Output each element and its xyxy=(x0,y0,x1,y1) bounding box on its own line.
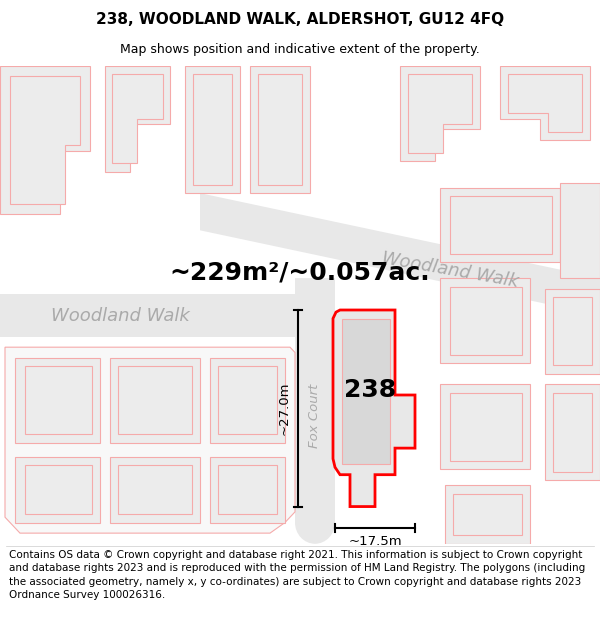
Polygon shape xyxy=(450,287,522,354)
Polygon shape xyxy=(342,319,390,464)
Polygon shape xyxy=(15,457,100,522)
Polygon shape xyxy=(105,66,170,172)
Polygon shape xyxy=(545,289,600,374)
Polygon shape xyxy=(250,66,310,193)
Polygon shape xyxy=(553,298,592,365)
Text: Woodland Walk: Woodland Walk xyxy=(50,308,190,326)
Polygon shape xyxy=(453,494,522,535)
Polygon shape xyxy=(25,465,92,514)
Polygon shape xyxy=(25,366,92,434)
Polygon shape xyxy=(118,366,192,434)
Polygon shape xyxy=(400,66,480,161)
Polygon shape xyxy=(408,74,472,152)
Polygon shape xyxy=(295,278,335,544)
Text: ~229m²/~0.057ac.: ~229m²/~0.057ac. xyxy=(170,261,430,285)
Circle shape xyxy=(295,501,335,544)
Polygon shape xyxy=(218,366,277,434)
Polygon shape xyxy=(218,465,277,514)
Polygon shape xyxy=(110,457,200,522)
Polygon shape xyxy=(10,76,80,204)
Polygon shape xyxy=(440,278,530,363)
Text: ~17.5m: ~17.5m xyxy=(348,535,402,548)
Polygon shape xyxy=(210,357,285,442)
Polygon shape xyxy=(560,182,600,278)
Polygon shape xyxy=(440,188,560,262)
Polygon shape xyxy=(0,294,320,336)
Polygon shape xyxy=(193,74,232,184)
Polygon shape xyxy=(15,357,100,442)
Polygon shape xyxy=(110,357,200,442)
Polygon shape xyxy=(545,384,600,480)
Text: ~27.0m: ~27.0m xyxy=(277,381,290,435)
Polygon shape xyxy=(5,348,295,533)
Text: 238, WOODLAND WALK, ALDERSHOT, GU12 4FQ: 238, WOODLAND WALK, ALDERSHOT, GU12 4FQ xyxy=(96,12,504,27)
Polygon shape xyxy=(112,74,163,163)
Polygon shape xyxy=(333,310,415,506)
Polygon shape xyxy=(500,66,590,140)
Polygon shape xyxy=(450,393,522,461)
Polygon shape xyxy=(185,66,240,193)
Polygon shape xyxy=(440,384,530,469)
Polygon shape xyxy=(0,66,90,214)
Text: Map shows position and indicative extent of the property.: Map shows position and indicative extent… xyxy=(120,42,480,56)
Polygon shape xyxy=(553,393,592,471)
Text: 238: 238 xyxy=(344,378,396,402)
Polygon shape xyxy=(508,74,582,131)
Polygon shape xyxy=(258,74,302,184)
Polygon shape xyxy=(200,193,600,315)
Text: Fox Court: Fox Court xyxy=(308,384,322,449)
Polygon shape xyxy=(450,196,552,254)
Text: Contains OS data © Crown copyright and database right 2021. This information is : Contains OS data © Crown copyright and d… xyxy=(9,550,585,600)
Polygon shape xyxy=(118,465,192,514)
Text: Woodland Walk: Woodland Walk xyxy=(380,249,520,291)
Polygon shape xyxy=(445,485,530,544)
Polygon shape xyxy=(210,457,285,522)
